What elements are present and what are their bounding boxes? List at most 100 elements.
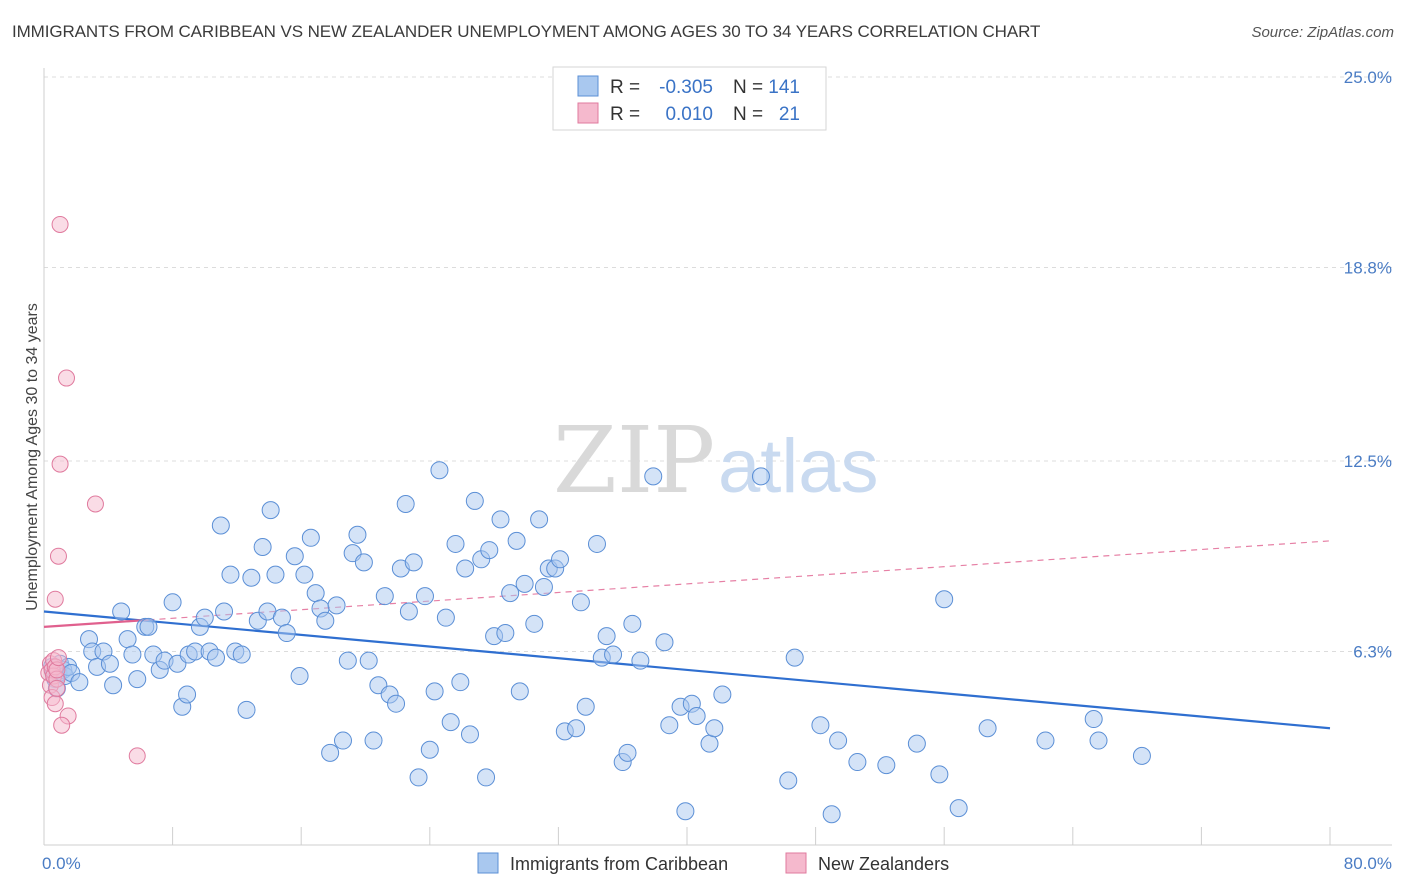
data-point-caribbean bbox=[301, 528, 320, 547]
data-point-caribbean bbox=[515, 574, 534, 593]
data-point-caribbean bbox=[348, 525, 367, 544]
data-point-caribbean bbox=[277, 624, 296, 643]
data-point-caribbean bbox=[207, 648, 226, 667]
data-point-caribbean bbox=[510, 682, 529, 701]
data-point-caribbean bbox=[112, 602, 131, 621]
legend-n-label: N = bbox=[733, 77, 763, 98]
bottom-legend-label: New Zealanders bbox=[818, 854, 949, 874]
data-point-caribbean bbox=[480, 541, 499, 560]
data-point-new-zealanders bbox=[48, 679, 66, 697]
bottom-legend: Immigrants from Caribbean New Zealanders bbox=[477, 852, 949, 874]
data-point-caribbean bbox=[295, 565, 314, 584]
data-point-caribbean bbox=[676, 802, 695, 821]
data-point-new-zealanders bbox=[46, 590, 64, 608]
data-point-caribbean bbox=[163, 593, 182, 612]
data-point-caribbean bbox=[1036, 731, 1055, 750]
data-point-caribbean bbox=[215, 602, 234, 621]
data-point-caribbean bbox=[644, 467, 663, 486]
data-point-caribbean bbox=[949, 799, 968, 818]
data-point-caribbean bbox=[877, 756, 896, 775]
data-point-caribbean bbox=[465, 491, 484, 510]
data-point-caribbean bbox=[496, 624, 515, 643]
bottom-legend-swatch-blue bbox=[477, 852, 499, 874]
data-point-caribbean bbox=[178, 685, 197, 704]
data-point-caribbean bbox=[272, 608, 291, 627]
data-point-caribbean bbox=[139, 617, 158, 636]
data-point-caribbean bbox=[316, 611, 335, 630]
data-point-caribbean bbox=[907, 734, 926, 753]
chart-source: Source: ZipAtlas.com bbox=[1251, 24, 1394, 41]
series-new-zealanders-points bbox=[40, 215, 146, 765]
data-point-caribbean bbox=[618, 743, 637, 762]
data-point-caribbean bbox=[359, 651, 378, 670]
data-point-caribbean bbox=[713, 685, 732, 704]
data-point-caribbean bbox=[123, 645, 142, 664]
data-point-caribbean bbox=[534, 577, 553, 596]
data-point-caribbean bbox=[306, 584, 325, 603]
data-point-caribbean bbox=[399, 602, 418, 621]
data-point-caribbean bbox=[321, 743, 340, 762]
data-point-caribbean bbox=[655, 633, 674, 652]
legend-n-label: N = bbox=[733, 104, 763, 125]
data-point-caribbean bbox=[631, 651, 650, 670]
y-tick-label: 6.3% bbox=[1353, 642, 1392, 661]
bottom-legend-swatch-pink bbox=[785, 852, 807, 874]
trend-line-caribbean bbox=[43, 610, 1331, 730]
data-point-caribbean bbox=[396, 495, 415, 514]
data-point-new-zealanders bbox=[128, 747, 146, 765]
data-point-caribbean bbox=[375, 587, 394, 606]
data-point-caribbean bbox=[525, 614, 544, 633]
data-point-caribbean bbox=[195, 608, 214, 627]
data-point-caribbean bbox=[1132, 746, 1151, 765]
data-point-new-zealanders bbox=[49, 547, 67, 565]
x-tick-label: 0.0% bbox=[42, 854, 81, 873]
data-point-caribbean bbox=[364, 731, 383, 750]
data-point-caribbean bbox=[409, 768, 428, 787]
watermark-zip: ZIP bbox=[553, 407, 715, 514]
data-point-caribbean bbox=[128, 670, 147, 689]
legend-box: R = -0.305 N = 141 R = 0.010 N = 21 bbox=[552, 66, 827, 131]
data-point-caribbean bbox=[242, 568, 261, 587]
y-axis-label: Unemployment Among Ages 30 to 34 years bbox=[24, 303, 41, 611]
bottom-legend-label: Immigrants from Caribbean bbox=[510, 854, 728, 874]
data-point-caribbean bbox=[705, 719, 724, 738]
data-point-caribbean bbox=[237, 700, 256, 719]
chart-title: IMMIGRANTS FROM CARIBBEAN VS NEW ZEALAND… bbox=[12, 22, 1041, 41]
data-point-caribbean bbox=[446, 534, 465, 553]
legend-r-label: R = bbox=[610, 104, 640, 125]
data-point-caribbean bbox=[460, 725, 479, 744]
data-point-caribbean bbox=[100, 654, 119, 673]
y-tick-labels: 6.3% 12.5% 18.8% 25.0% bbox=[1344, 68, 1392, 661]
y-tick-label: 18.8% bbox=[1344, 258, 1392, 277]
legend-r-value: -0.305 bbox=[659, 77, 713, 98]
data-point-new-zealanders bbox=[51, 455, 69, 473]
data-point-caribbean bbox=[491, 510, 510, 529]
series-caribbean-points bbox=[43, 461, 1151, 824]
data-point-caribbean bbox=[253, 538, 272, 557]
legend-swatch-blue bbox=[577, 75, 599, 97]
data-point-caribbean bbox=[779, 771, 798, 790]
data-point-caribbean bbox=[687, 706, 706, 725]
data-point-caribbean bbox=[261, 501, 280, 520]
data-point-caribbean bbox=[425, 682, 444, 701]
data-point-caribbean bbox=[232, 645, 251, 664]
data-point-caribbean bbox=[354, 553, 373, 572]
data-point-caribbean bbox=[700, 734, 719, 753]
data-point-caribbean bbox=[436, 608, 455, 627]
data-point-new-zealanders bbox=[86, 495, 104, 513]
data-point-caribbean bbox=[587, 534, 606, 553]
data-point-caribbean bbox=[477, 768, 496, 787]
data-point-caribbean bbox=[451, 673, 470, 692]
data-point-caribbean bbox=[387, 694, 406, 713]
x-tick-label: 80.0% bbox=[1344, 854, 1392, 873]
legend-n-value: 21 bbox=[779, 104, 800, 125]
legend-r-label: R = bbox=[610, 77, 640, 98]
data-point-caribbean bbox=[507, 531, 526, 550]
data-point-caribbean bbox=[415, 587, 434, 606]
legend-n-value: 141 bbox=[768, 77, 800, 98]
legend-r-value: 0.010 bbox=[665, 104, 713, 125]
data-point-new-zealanders bbox=[58, 369, 76, 387]
data-point-caribbean bbox=[576, 697, 595, 716]
data-point-caribbean bbox=[118, 630, 137, 649]
